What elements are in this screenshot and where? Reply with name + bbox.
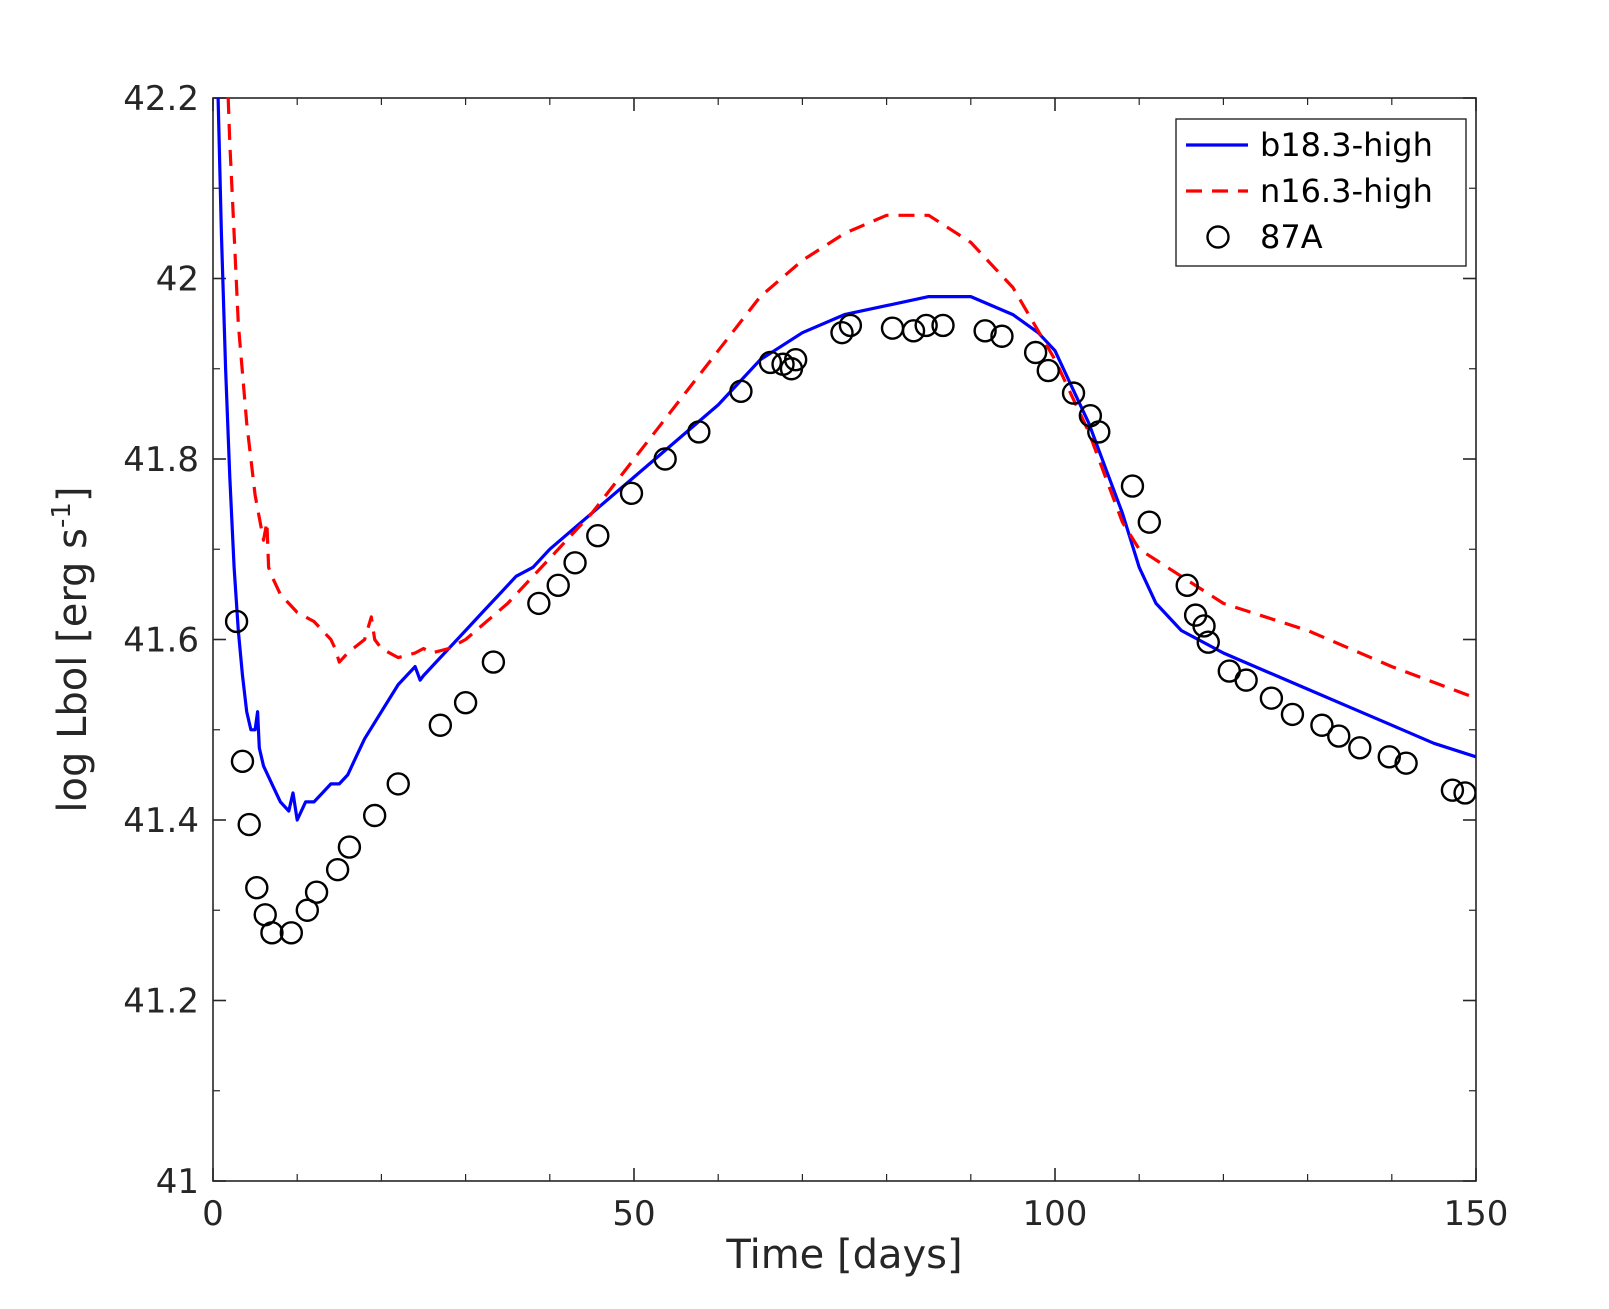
data-point-87a xyxy=(914,313,938,338)
data-point-87a xyxy=(619,481,644,505)
x-axis-title: Time [days] xyxy=(725,1232,962,1278)
data-point-87a xyxy=(990,324,1014,348)
data-point-87a xyxy=(237,812,261,837)
axes-frame xyxy=(212,97,1477,1182)
data-point-87a xyxy=(1196,630,1220,654)
data-point-87a xyxy=(1175,573,1199,598)
data-point-87a xyxy=(325,857,350,882)
data-point-87a xyxy=(1377,745,1401,769)
data-point-87a xyxy=(1192,614,1216,638)
y-axis-title-superscript: -1 xyxy=(47,502,77,528)
data-point-87a xyxy=(1348,736,1372,760)
data-point-87a xyxy=(1234,668,1258,692)
data-point-87a xyxy=(1310,713,1334,737)
series-clip-group xyxy=(216,98,1476,945)
y-axis-title: log Lbol [erg s-1] xyxy=(47,486,96,812)
y-tick-label: 41.8 xyxy=(123,440,199,480)
data-point-87a xyxy=(586,524,610,548)
y-axis-title-close: ] xyxy=(50,486,96,502)
data-point-87a xyxy=(1327,724,1351,748)
y-tick-label: 41.6 xyxy=(123,621,199,661)
data-point-87a xyxy=(1394,751,1418,775)
data-point-87a xyxy=(653,447,677,471)
data-point-87a xyxy=(973,319,997,343)
major-ticks xyxy=(212,97,1477,1182)
data-point-87a xyxy=(260,921,284,945)
data-point-87a xyxy=(1087,420,1111,444)
data-point-87a xyxy=(546,573,570,598)
x-tick-label: 150 xyxy=(1444,1194,1509,1234)
data-point-87a xyxy=(304,880,329,904)
data-point-87a xyxy=(481,650,506,674)
data-point-87a xyxy=(386,772,410,796)
legend-label-n16-3-high: n16.3-high xyxy=(1260,172,1433,210)
x-tick-label: 0 xyxy=(202,1194,224,1234)
legend-label-87a: 87A xyxy=(1260,218,1323,256)
data-point-87a xyxy=(295,898,320,922)
data-point-87a xyxy=(527,591,551,616)
y-tick-label: 41.2 xyxy=(123,982,199,1022)
data-point-87a xyxy=(453,690,478,715)
data-point-87a xyxy=(1259,686,1284,710)
data-point-87a xyxy=(1137,510,1162,534)
y-tick-labels: 41 41.2 41.4 41.6 41.8 42 42.2 xyxy=(123,79,199,1202)
data-point-87a xyxy=(1280,702,1305,727)
data-point-87a xyxy=(729,379,753,404)
data-point-87a xyxy=(337,835,362,859)
series-line-b18-3-high xyxy=(216,98,1476,822)
x-tick-labels: 0 50 100 150 xyxy=(202,1194,1508,1234)
data-point-87a xyxy=(224,609,249,634)
data-point-87a xyxy=(230,749,255,774)
data-point-87a xyxy=(830,320,854,345)
data-point-87a xyxy=(563,551,587,575)
legend: b18.3-high n16.3-high 87A xyxy=(1175,118,1467,267)
y-tick-label: 42.2 xyxy=(123,79,199,119)
data-point-87a xyxy=(1036,358,1060,383)
legend-label-b18-3-high: b18.3-high xyxy=(1260,126,1433,164)
data-point-87a xyxy=(687,420,711,444)
data-point-87a xyxy=(1023,340,1048,365)
data-point-87a xyxy=(783,348,808,372)
data-point-87a xyxy=(245,875,269,900)
y-axis-title-main: log Lbol [erg s xyxy=(50,528,96,813)
plot-area xyxy=(212,97,1477,1182)
data-point-87a xyxy=(362,803,387,828)
data-point-87a xyxy=(428,713,453,737)
data-point-87a xyxy=(1453,781,1476,805)
data-point-87a xyxy=(931,313,955,338)
series-layer xyxy=(216,98,1476,945)
data-point-87a xyxy=(1440,778,1465,802)
y-tick-label: 41 xyxy=(156,1162,199,1202)
y-tick-label: 41.4 xyxy=(123,801,199,841)
x-tick-label: 100 xyxy=(1023,1194,1088,1234)
legend-marker-87a xyxy=(1206,225,1230,249)
x-tick-label: 50 xyxy=(612,1194,655,1234)
minor-ticks xyxy=(213,98,1476,1181)
data-point-87a xyxy=(279,921,304,945)
data-point-87a xyxy=(1061,381,1086,405)
data-point-87a xyxy=(758,350,783,375)
y-tick-label: 42 xyxy=(156,260,199,300)
data-point-87a xyxy=(901,319,926,343)
data-point-87a xyxy=(1120,474,1145,498)
series-line-n16-3-high xyxy=(226,98,1476,700)
data-point-87a xyxy=(838,313,863,338)
